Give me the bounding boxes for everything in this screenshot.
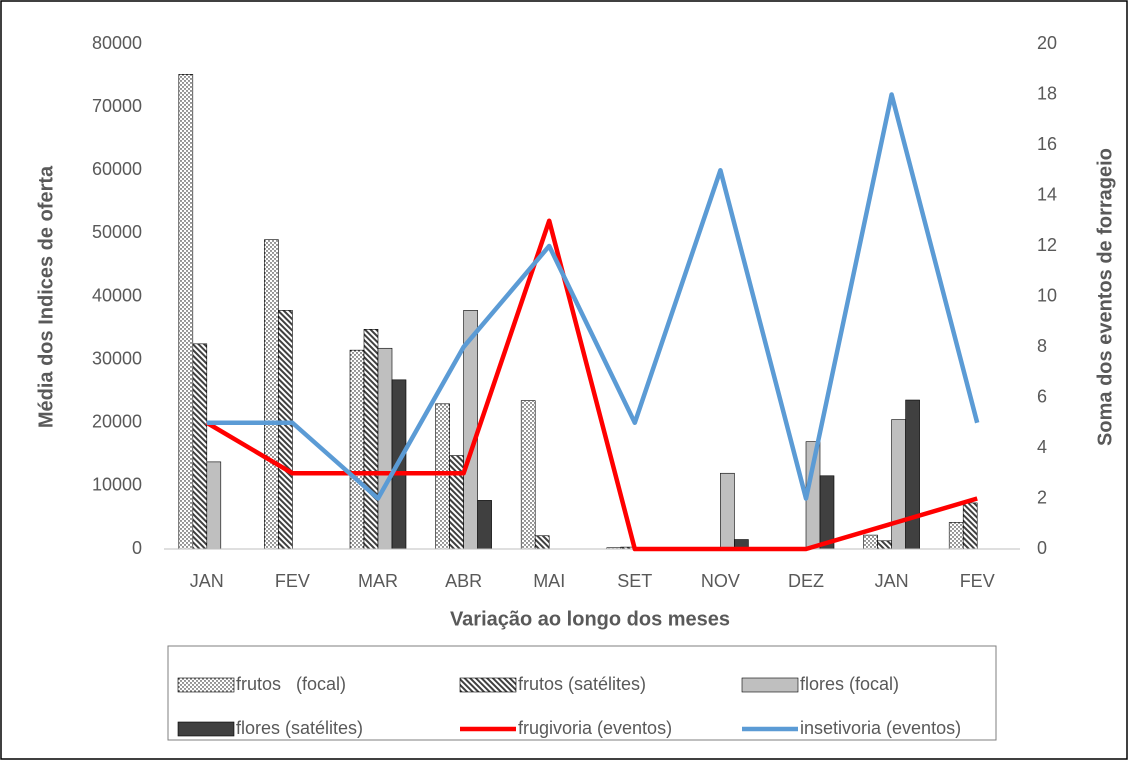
line-series bbox=[205, 218, 978, 552]
y2-tick-label: 6 bbox=[1037, 386, 1047, 406]
legend-label: frutos (satélites) bbox=[518, 674, 646, 694]
x-tick-label: MAR bbox=[358, 571, 398, 591]
x-tick-label: SET bbox=[617, 571, 652, 591]
y2-tick-label: 12 bbox=[1037, 235, 1057, 255]
bar bbox=[435, 403, 450, 550]
bar bbox=[363, 329, 379, 550]
y2-tick-label: 8 bbox=[1037, 336, 1047, 356]
y2-axis-title: Soma dos eventos de forrageio bbox=[1094, 148, 1116, 446]
bar bbox=[349, 349, 365, 550]
bar bbox=[905, 399, 920, 550]
legend-label: insetivoria (eventos) bbox=[800, 718, 961, 738]
bar bbox=[178, 74, 194, 550]
bar bbox=[891, 419, 906, 550]
bar bbox=[192, 343, 208, 550]
y2-tick-label: 0 bbox=[1037, 538, 1047, 558]
x-tick-label: MAI bbox=[533, 571, 565, 591]
y2-tick-label: 4 bbox=[1037, 437, 1047, 457]
bar bbox=[720, 472, 735, 550]
x-tick-label: ABR bbox=[445, 571, 482, 591]
x-tick-label: NOV bbox=[701, 571, 740, 591]
bar bbox=[877, 540, 892, 550]
legend-label: flores (satélites) bbox=[236, 718, 363, 738]
y-tick-label: 40000 bbox=[92, 285, 142, 305]
y-tick-label: 50000 bbox=[92, 222, 142, 242]
y-tick-label: 30000 bbox=[92, 348, 142, 368]
y2-tick-label: 20 bbox=[1037, 33, 1057, 53]
bar bbox=[534, 535, 550, 550]
bar bbox=[962, 502, 978, 550]
y-tick-label: 80000 bbox=[92, 33, 142, 53]
bar bbox=[206, 461, 222, 550]
bar bbox=[819, 475, 835, 550]
y-tick-label: 70000 bbox=[92, 96, 142, 116]
bar bbox=[278, 310, 293, 550]
bar bbox=[948, 522, 964, 550]
bar bbox=[449, 455, 464, 550]
y-tick-label: 0 bbox=[132, 538, 142, 558]
legend-swatch bbox=[177, 721, 235, 737]
legend-swatch bbox=[459, 677, 517, 693]
line-series bbox=[206, 92, 980, 501]
legend-swatch bbox=[177, 677, 235, 693]
bar bbox=[520, 400, 536, 550]
y-axis-title: Média dos Indices de oferta bbox=[35, 165, 57, 428]
x-axis-title: Variação ao longo dos meses bbox=[450, 608, 730, 630]
legend-label: flores (focal) bbox=[800, 674, 899, 694]
bar bbox=[477, 500, 492, 550]
y-tick-label: 60000 bbox=[92, 159, 142, 179]
y-tick-label: 20000 bbox=[92, 412, 142, 432]
y2-tick-label: 2 bbox=[1037, 487, 1047, 507]
x-tick-label: JAN bbox=[190, 571, 224, 591]
bar bbox=[264, 239, 279, 550]
legend-label: frutos (focal) bbox=[236, 674, 346, 694]
x-tick-label: JAN bbox=[875, 571, 909, 591]
y2-tick-label: 14 bbox=[1037, 184, 1057, 204]
legend-box bbox=[167, 645, 997, 741]
y2-tick-label: 16 bbox=[1037, 134, 1057, 154]
legend-label: frugivoria (eventos) bbox=[518, 718, 672, 738]
x-tick-label: FEV bbox=[275, 571, 310, 591]
y-tick-label: 10000 bbox=[92, 475, 142, 495]
y2-tick-label: 10 bbox=[1037, 285, 1057, 305]
y2-tick-label: 18 bbox=[1037, 83, 1057, 103]
x-tick-label: DEZ bbox=[788, 571, 824, 591]
bar bbox=[863, 534, 878, 550]
x-tick-label: FEV bbox=[960, 571, 995, 591]
legend-swatch bbox=[741, 677, 799, 693]
bar bbox=[377, 347, 393, 550]
